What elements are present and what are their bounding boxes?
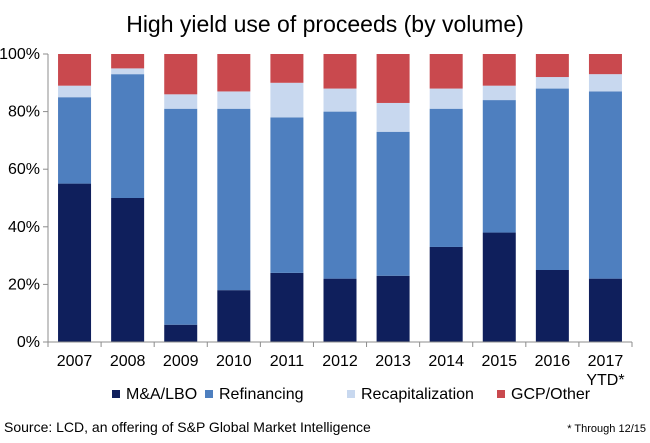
- x-tick-sublabel: YTD*: [586, 372, 624, 389]
- bar-segment: [376, 102, 410, 132]
- bar-segment: [58, 85, 92, 98]
- y-tick-label: 20%: [8, 276, 40, 293]
- legend-label: Refinancing: [219, 386, 304, 403]
- y-tick-label: 60%: [8, 161, 40, 178]
- bar-segment: [535, 88, 569, 270]
- bar-segment: [323, 54, 357, 89]
- legend: M&A/LBO Refinancing Recapitalization GCP/Ot…: [112, 386, 591, 403]
- bar-segment: [429, 88, 463, 109]
- x-tick-label: 2014: [428, 353, 464, 370]
- bar-segment: [164, 108, 198, 325]
- bar-segment: [482, 232, 516, 342]
- bar-segment: [376, 131, 410, 276]
- bar-segment: [111, 74, 145, 198]
- x-tick-label: 2010: [216, 353, 252, 370]
- bar-segment: [217, 108, 251, 291]
- x-tick-label: 2011: [270, 353, 305, 370]
- bar-segment: [376, 275, 410, 342]
- bar-segment: [58, 183, 92, 342]
- legend-swatch: [347, 390, 355, 398]
- legend-swatch: [112, 390, 120, 398]
- bar-segment: [429, 108, 463, 247]
- y-tick-label: 40%: [8, 219, 40, 236]
- bar-segment: [323, 88, 357, 112]
- bar-segment: [111, 198, 145, 342]
- bar-segment: [429, 246, 463, 342]
- bar-segment: [164, 324, 198, 342]
- bar-segment: [588, 54, 622, 75]
- bar-segment: [323, 278, 357, 342]
- bar-segment: [429, 54, 463, 89]
- bar-segment: [217, 290, 251, 342]
- bar-segment: [323, 111, 357, 279]
- bar-segment: [482, 85, 516, 101]
- bar-segment: [270, 82, 304, 118]
- y-tick-label: 0%: [17, 334, 40, 351]
- plot-area: 0% 20% 40% 60% 80% 100% 2007 2008 2009 2010 2011 20…: [0, 46, 633, 389]
- legend-label: GCP/Other: [511, 386, 591, 403]
- x-tick-label: 2016: [535, 353, 571, 370]
- legend-swatch: [497, 390, 505, 398]
- bar-segment: [111, 54, 145, 69]
- legend-label: Recapitalization: [361, 386, 474, 403]
- bar-segment: [535, 77, 569, 89]
- bar-segment: [217, 54, 251, 92]
- y-tick-label: 80%: [8, 104, 40, 121]
- bar-segment: [535, 270, 569, 342]
- bar-segment: [535, 54, 569, 78]
- bar-segment: [58, 54, 92, 86]
- bar-segment: [588, 91, 622, 279]
- bar-segment: [164, 94, 198, 109]
- x-tick-label: 2013: [375, 353, 411, 370]
- bar-segment: [482, 54, 516, 86]
- bar-segment: [111, 68, 145, 75]
- source-note: Source: LCD, an offering of S&P Global M…: [4, 419, 371, 435]
- bar-segment: [217, 91, 251, 109]
- bar-segment: [376, 54, 410, 103]
- x-tick-label: 2008: [110, 353, 146, 370]
- bar-segment: [270, 272, 304, 342]
- bar-segment: [482, 100, 516, 233]
- bar-segment: [270, 117, 304, 273]
- x-tick-label: 2009: [163, 353, 199, 370]
- bar-segment: [164, 54, 198, 95]
- x-tick-label: 2012: [322, 353, 358, 370]
- x-tick-label: 2017: [588, 353, 624, 370]
- bar-segment: [270, 54, 304, 83]
- x-tick-label: 2015: [481, 353, 517, 370]
- chart-title: High yield use of proceeds (by volume): [126, 11, 524, 37]
- y-tick-label: 100%: [0, 46, 40, 63]
- bar-segment: [588, 74, 622, 92]
- footnote: * Through 12/15: [567, 423, 646, 435]
- bar-segment: [588, 278, 622, 342]
- legend-label: M&A/LBO: [126, 386, 197, 403]
- bar-segment: [58, 97, 92, 184]
- x-tick-label: 2007: [57, 353, 93, 370]
- legend-swatch: [205, 390, 213, 398]
